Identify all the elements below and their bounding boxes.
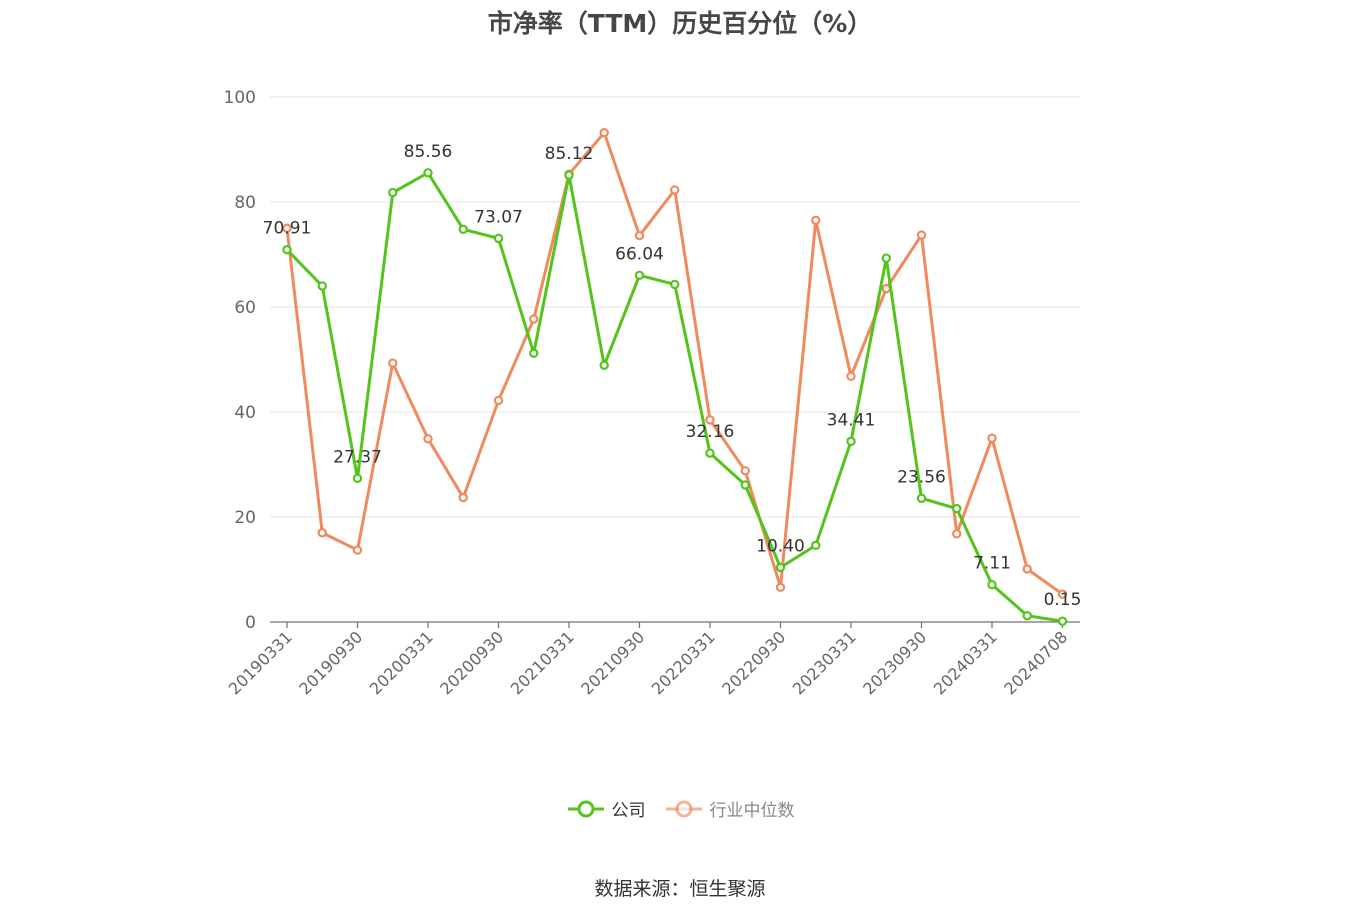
company-data-point — [423, 168, 433, 178]
y-tick-label: 20 — [234, 508, 256, 528]
x-tick-label: 20190930 — [295, 627, 366, 698]
company-data-point — [1022, 611, 1032, 621]
legend: 公司 行业中位数 — [0, 796, 1360, 821]
x-tick-label: 20200331 — [366, 627, 437, 698]
x-tick-label: 20190331 — [225, 627, 296, 698]
data-label: 85.12 — [545, 144, 594, 164]
company-data-point — [705, 448, 715, 458]
data-label: 23.56 — [897, 467, 946, 487]
industry-median-data-point — [352, 545, 363, 555]
y-tick-label: 60 — [234, 298, 256, 318]
company-data-point — [634, 270, 645, 280]
company-data-point — [493, 233, 504, 244]
company-data-point — [775, 562, 786, 573]
company-data-point — [740, 480, 750, 490]
industry-median-data-point — [881, 283, 891, 294]
grid-lines — [270, 96, 1080, 518]
company-data-point — [529, 348, 539, 358]
company-data-point — [952, 503, 962, 514]
x-tick-label: 20240331 — [930, 627, 1001, 698]
data-label: 32.16 — [686, 422, 735, 442]
data-label: 66.04 — [615, 244, 664, 264]
industry-median-data-point — [1022, 564, 1032, 574]
industry-median-data-point — [317, 528, 327, 538]
company-data-point — [916, 493, 927, 504]
legend-label: 行业中位数 — [709, 801, 795, 821]
industry-median-data-point — [811, 215, 821, 226]
industry-median-data-point — [705, 415, 715, 425]
legend-item-company[interactable]: 公司 — [566, 796, 646, 821]
company-data-point — [846, 436, 856, 447]
x-tick-label: 20210930 — [577, 627, 648, 698]
industry-median-data-point — [599, 127, 609, 138]
data-label: 85.56 — [404, 142, 453, 162]
data-labels: 70.91 27.37 85.56 73.07 85.12 66.04 32.16 10.40… — [263, 142, 1082, 610]
chart-title: 市净率（TTM）历史百分位（%） — [487, 9, 873, 38]
company-data-point — [352, 473, 363, 484]
industry-median-data-point — [388, 358, 398, 368]
company-data-point — [987, 579, 997, 590]
company-data-point — [388, 187, 398, 198]
company-data-point — [670, 279, 680, 290]
company-data-point — [811, 540, 821, 551]
industry-median-data-point — [775, 582, 786, 593]
company-data-point — [599, 360, 609, 370]
company-data-point — [564, 170, 574, 180]
company-data-point — [458, 224, 468, 234]
industry-median-data-point — [423, 434, 433, 444]
industry-median-data-point — [670, 185, 680, 195]
x-tick-label: 20220930 — [718, 627, 789, 698]
data-label: 7.11 — [973, 554, 1011, 574]
y-tick-label: 0 — [245, 613, 256, 633]
industry-median-data-point — [634, 230, 645, 241]
data-label: 27.37 — [333, 447, 382, 467]
legend-line-marker-icon — [567, 800, 604, 817]
y-tick-label: 100 — [224, 88, 256, 108]
company-data-point — [881, 253, 891, 263]
company-data-point — [317, 281, 327, 291]
legend-label: 公司 — [611, 801, 646, 821]
industry-median-data-point — [952, 529, 962, 539]
data-source-note: 数据来源：恒生聚源 — [594, 878, 766, 900]
data-label: 0.15 — [1044, 590, 1082, 610]
y-tick-label: 80 — [234, 193, 256, 213]
data-label: 34.41 — [827, 410, 876, 430]
x-tick-label: 20210331 — [507, 627, 578, 698]
company-series-line — [285, 171, 1064, 623]
industry-median-data-point — [493, 395, 504, 406]
x-tick-label: 20220331 — [648, 627, 719, 698]
industry-median-data-point — [1057, 589, 1068, 599]
industry-median-data-point — [458, 492, 468, 503]
x-tick-label: 20230331 — [789, 627, 860, 698]
industry-median-data-point — [846, 371, 856, 381]
data-label: 70.91 — [263, 219, 312, 239]
legend-item-industry-median[interactable]: 行业中位数 — [664, 796, 795, 821]
data-label: 10.40 — [756, 536, 805, 556]
company-data-point — [1057, 616, 1068, 626]
industry-median-data-point — [529, 314, 539, 324]
company-data-point — [282, 245, 292, 255]
x-tick-label: 20200930 — [436, 627, 507, 698]
x-tick-label: 20230930 — [859, 627, 930, 698]
industry-median-data-point — [987, 433, 997, 443]
industry-median-data-point — [740, 466, 750, 476]
y-tick-label: 40 — [234, 403, 256, 423]
series-layer — [282, 127, 1068, 626]
legend-line-marker-icon — [665, 800, 702, 817]
industry-median-data-point — [916, 230, 927, 240]
axes: 0 20 40 60 80 100 20190331 20190930 20200331 2020… — [224, 88, 1080, 698]
data-label: 73.07 — [474, 207, 523, 227]
x-tick-label: 20240708 — [1000, 627, 1071, 698]
industry-median-data-point — [282, 223, 292, 233]
